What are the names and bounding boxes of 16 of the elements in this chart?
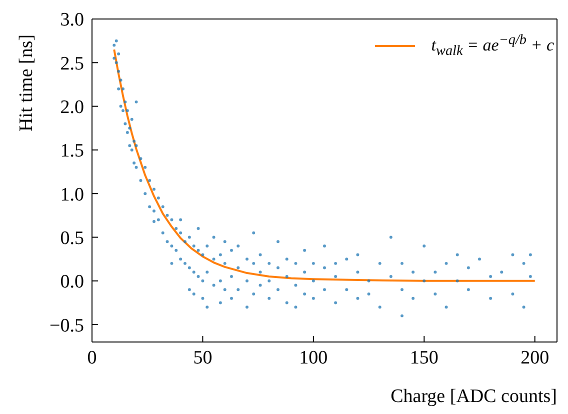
y-tick-label: 3.0 xyxy=(60,10,84,31)
x-tick-label: 0 xyxy=(87,347,97,368)
x-tick-label: 150 xyxy=(410,347,438,368)
y-tick-label: 1.5 xyxy=(60,140,84,162)
y-tick-label: 2.5 xyxy=(60,53,84,74)
y-tick-label: 2.0 xyxy=(60,97,84,118)
y-tick-label: 1.0 xyxy=(60,184,84,206)
y-tick-label: 0.0 xyxy=(60,272,84,293)
x-tick-label: 200 xyxy=(520,347,550,368)
x-tick-label: 50 xyxy=(193,347,212,368)
x-axis-title: Charge [ADC counts] xyxy=(390,386,557,407)
legend-label: t$_{walk}$ = ae$^{−q/b}$ + c xyxy=(431,32,554,60)
x-tick-label: 100 xyxy=(299,347,328,368)
y-axis-title: Hit time [ns] xyxy=(16,34,37,132)
y-tick-label: −0.5 xyxy=(50,315,84,336)
y-tick-label: 0.5 xyxy=(60,228,84,249)
